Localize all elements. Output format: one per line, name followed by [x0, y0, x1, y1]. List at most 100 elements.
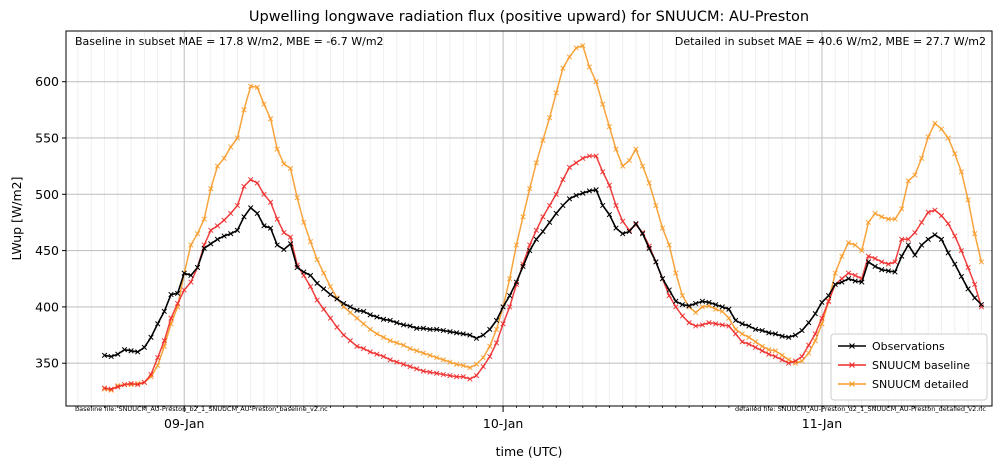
- data-point: [739, 331, 745, 337]
- data-point: [520, 263, 526, 270]
- data-point: [613, 202, 619, 209]
- data-point: [859, 279, 865, 285]
- data-point: [806, 320, 812, 326]
- data-point: [420, 325, 427, 331]
- data-point: [101, 385, 108, 391]
- data-point: [540, 228, 546, 235]
- data-point: [553, 191, 559, 197]
- data-point: [155, 354, 161, 361]
- data-point: [420, 368, 427, 374]
- data-point: [374, 351, 380, 357]
- y-tick-label: 600: [35, 74, 59, 89]
- data-point: [254, 180, 260, 186]
- data-point: [128, 380, 134, 387]
- data-point: [573, 192, 579, 199]
- y-tick-label: 350: [35, 356, 59, 371]
- data-point: [407, 363, 413, 370]
- series-snuucm-detailed: [101, 42, 985, 393]
- data-point: [201, 245, 207, 251]
- data-point: [965, 286, 971, 292]
- data-point: [972, 231, 978, 237]
- data-point: [327, 283, 334, 290]
- data-point: [945, 135, 951, 141]
- data-point: [573, 45, 579, 51]
- data-point: [912, 252, 918, 258]
- data-point: [414, 366, 420, 372]
- plot-frame: [65, 30, 993, 407]
- data-point: [739, 339, 745, 345]
- data-point: [620, 231, 626, 237]
- data-point: [972, 295, 978, 301]
- data-point: [221, 233, 227, 239]
- data-point: [859, 247, 865, 254]
- data-point: [726, 323, 732, 329]
- data-point: [135, 349, 141, 355]
- data-point: [121, 347, 128, 353]
- data-point: [467, 365, 473, 371]
- data-point: [527, 247, 533, 254]
- data-point: [932, 232, 938, 238]
- data-point: [527, 186, 533, 192]
- data-point: [108, 353, 114, 360]
- data-point: [500, 304, 506, 310]
- legend-item: Observations: [838, 340, 945, 353]
- data-point: [732, 317, 739, 324]
- data-point: [287, 165, 294, 172]
- data-point: [819, 299, 825, 306]
- y-tick-label: 500: [35, 187, 59, 202]
- data-point: [248, 205, 254, 211]
- data-point: [155, 321, 161, 327]
- data-point: [792, 332, 799, 338]
- data-point: [600, 202, 606, 209]
- data-point: [752, 326, 759, 333]
- data-point: [965, 264, 971, 271]
- data-point: [447, 329, 453, 335]
- data-point: [799, 353, 805, 360]
- data-point: [155, 362, 161, 369]
- data-point: [958, 169, 965, 175]
- data-point: [852, 242, 858, 248]
- data-point: [533, 227, 539, 233]
- data-point: [460, 362, 466, 369]
- data-point: [254, 84, 260, 90]
- data-point: [899, 253, 905, 259]
- data-point: [566, 196, 573, 202]
- data-point: [885, 261, 892, 267]
- data-point: [261, 101, 267, 107]
- data-point: [659, 276, 666, 282]
- data-point: [885, 268, 892, 274]
- data-point: [520, 214, 526, 220]
- data-point: [912, 172, 918, 178]
- legend-marker: [849, 362, 855, 368]
- data-point: [367, 349, 373, 355]
- data-point: [606, 182, 613, 188]
- data-point: [546, 115, 553, 121]
- data-point: [932, 207, 938, 213]
- data-point: [580, 190, 586, 196]
- data-point: [693, 300, 699, 307]
- data-point: [978, 301, 985, 308]
- data-point: [905, 236, 911, 242]
- data-point: [434, 326, 440, 333]
- data-point: [945, 250, 951, 256]
- data-point: [952, 261, 958, 267]
- data-point: [314, 256, 320, 263]
- data-point: [148, 334, 154, 340]
- data-point: [380, 353, 387, 360]
- data-point: [341, 300, 347, 307]
- data-point: [586, 64, 593, 70]
- data-point: [360, 321, 367, 327]
- data-point: [752, 344, 759, 351]
- data-point: [719, 308, 725, 315]
- data-point: [434, 354, 440, 361]
- data-point: [261, 191, 267, 197]
- data-point: [194, 231, 201, 237]
- data-point: [394, 340, 400, 346]
- data-point: [606, 124, 613, 130]
- data-point: [845, 240, 852, 246]
- data-point: [400, 361, 407, 367]
- data-point: [699, 298, 706, 304]
- data-point: [600, 169, 606, 175]
- data-point: [759, 343, 765, 349]
